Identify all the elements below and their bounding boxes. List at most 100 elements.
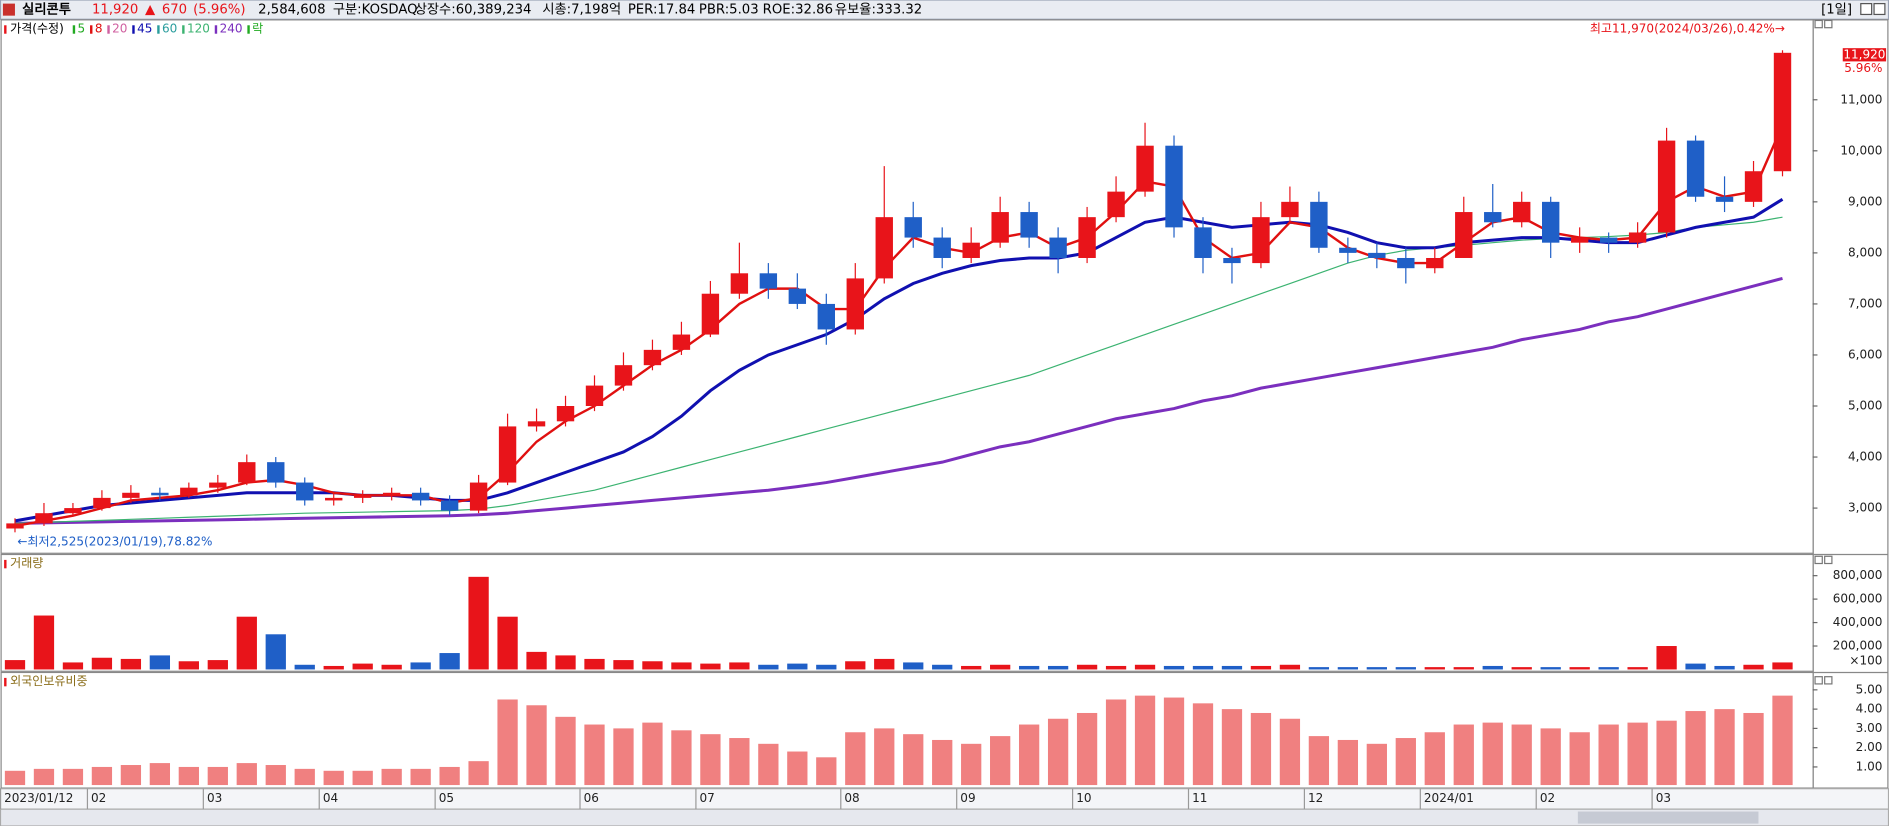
period[interactable]: [1일]	[1821, 2, 1852, 18]
bar	[1076, 664, 1098, 670]
x-tick-label: 2023/01/12	[4, 791, 73, 805]
panel-button	[1814, 19, 1823, 29]
panel-button	[1814, 676, 1823, 685]
legend-label: 8	[95, 21, 103, 35]
x-tick-label: 06	[584, 791, 599, 805]
y-tick-label: 4,000	[1848, 450, 1882, 464]
candle-body	[1136, 145, 1154, 192]
bar	[758, 743, 779, 786]
candle-body	[1542, 201, 1560, 243]
bar	[1395, 667, 1416, 670]
bar	[1308, 736, 1330, 786]
window-button[interactable]	[1860, 3, 1873, 16]
x-axis-bar	[0, 788, 1889, 810]
bar	[845, 661, 866, 670]
bar	[1163, 665, 1185, 670]
panel-title: 가격(수정)	[10, 21, 64, 35]
bar	[1424, 667, 1445, 670]
bar	[381, 768, 402, 786]
bar	[91, 766, 113, 786]
candle-body	[1339, 247, 1357, 253]
bar	[642, 722, 663, 786]
bar	[323, 665, 344, 670]
candle-body	[1368, 252, 1386, 258]
bar	[1395, 738, 1416, 786]
candle-body	[701, 293, 720, 335]
bar	[352, 663, 373, 670]
bar	[874, 728, 895, 786]
candle-body	[93, 497, 111, 509]
candle-body	[151, 492, 169, 496]
bar	[1221, 665, 1243, 670]
bar	[671, 662, 692, 670]
bar	[1743, 712, 1764, 786]
change-pct: (5.96%)	[193, 3, 245, 18]
candle-body	[1686, 140, 1705, 197]
bar	[62, 768, 84, 786]
candle-body	[991, 212, 1009, 243]
bar	[1656, 720, 1677, 786]
bar	[497, 616, 518, 670]
scroll-thumb[interactable]	[1577, 811, 1759, 824]
ma-line	[14, 216, 1783, 524]
candle-body	[1773, 52, 1792, 172]
candle-body	[180, 487, 198, 496]
candle-body	[527, 421, 546, 427]
shares: 상장수:60,389,234	[415, 2, 532, 18]
volume: 2,584,608	[258, 3, 325, 18]
candle-body	[1165, 145, 1183, 228]
bar	[555, 716, 576, 786]
candle-body	[759, 273, 778, 289]
bar	[932, 739, 953, 786]
candle-body	[846, 278, 864, 330]
bar	[816, 757, 837, 786]
bar	[961, 743, 982, 786]
x-tick-label: 02	[1540, 791, 1555, 805]
bar	[1076, 712, 1098, 786]
bar	[265, 765, 286, 786]
bar	[1511, 724, 1532, 786]
x-tick-label: 10	[1076, 791, 1091, 805]
bar	[1047, 665, 1069, 670]
legend-swatch	[90, 25, 93, 34]
candle-body	[672, 334, 691, 350]
x-tick-label: 11	[1192, 791, 1207, 805]
candle-body	[614, 365, 633, 386]
bar	[1569, 732, 1590, 786]
candle-body	[382, 492, 401, 496]
bar	[294, 664, 315, 670]
bar	[758, 664, 779, 670]
candle-body	[788, 288, 807, 304]
legend-label: 120	[187, 21, 210, 35]
bar	[874, 658, 895, 670]
market: 구분:KOSDAQ	[333, 3, 418, 18]
bar	[323, 770, 344, 786]
right-axis	[1812, 19, 1889, 789]
close-button[interactable]	[1873, 3, 1886, 16]
y-tick-label: 2.00	[1856, 740, 1883, 754]
last-price: 11,920	[1843, 47, 1885, 61]
bar	[1656, 646, 1677, 670]
bar	[1047, 718, 1069, 786]
bar	[207, 660, 228, 670]
ma-line	[14, 276, 1783, 525]
y-tick-label: 10,000	[1840, 143, 1882, 157]
bar	[1105, 699, 1127, 786]
bar	[1366, 743, 1387, 786]
x-tick-label: 04	[323, 791, 338, 805]
candle-body	[1657, 140, 1676, 233]
bar	[33, 768, 55, 786]
low-annotation: ←최저2,525(2023/01/19),78.82%	[17, 534, 212, 548]
x-tick-label: 07	[700, 791, 715, 805]
y-tick-label: 200,000	[1833, 639, 1883, 653]
bar	[1279, 718, 1301, 786]
candle-body	[354, 495, 372, 498]
bar	[1337, 739, 1359, 786]
bar	[1772, 695, 1793, 786]
bar	[178, 661, 199, 670]
price: 11,920	[92, 3, 138, 18]
candle-body	[875, 217, 893, 279]
bar	[1250, 712, 1272, 786]
